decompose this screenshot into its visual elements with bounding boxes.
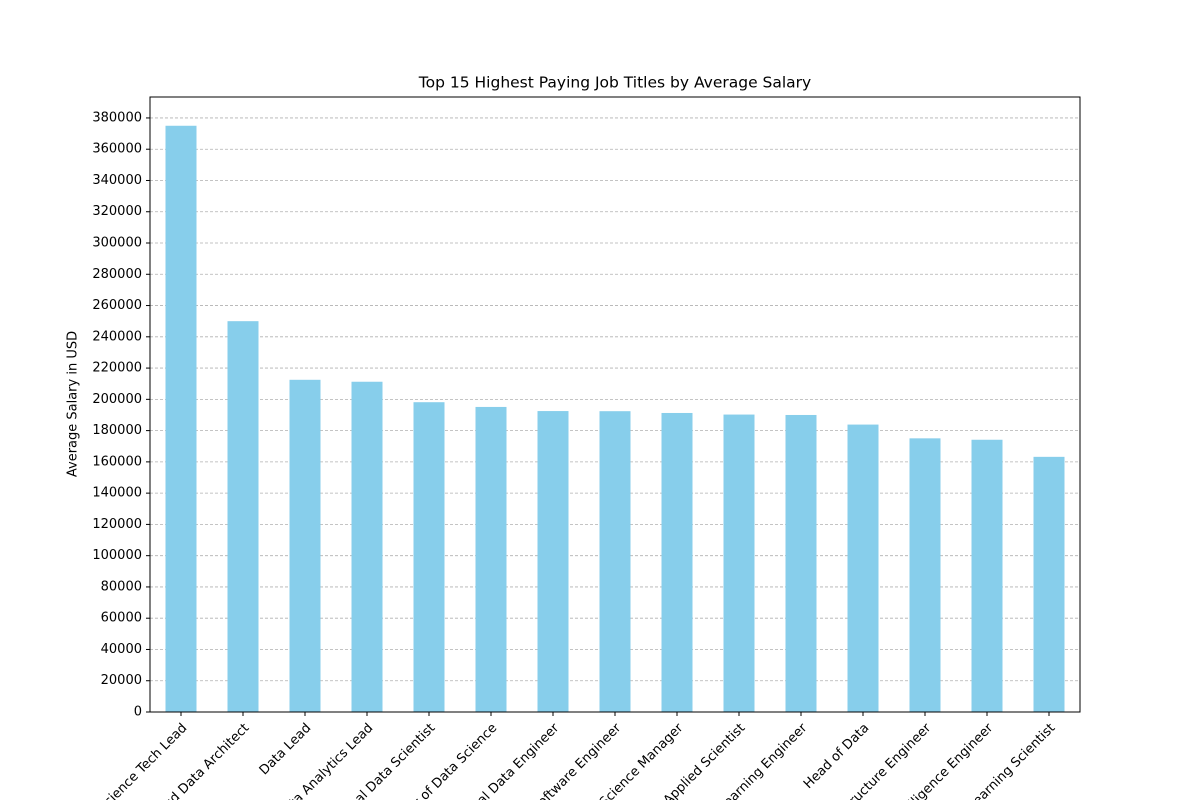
y-tick-label: 300000	[92, 236, 142, 251]
y-tick-label: 20000	[101, 673, 142, 688]
bar	[971, 439, 1003, 712]
y-tick-label: 40000	[101, 642, 142, 657]
y-tick-label: 120000	[92, 517, 142, 532]
y-tick-label: 80000	[101, 579, 142, 594]
y-tick-label: 160000	[92, 454, 142, 469]
y-tick-label: 100000	[92, 548, 142, 563]
y-tick-label: 260000	[92, 298, 142, 313]
y-tick-label: 380000	[92, 110, 142, 125]
x-tick-label: Machine Learning Software Engineer	[445, 720, 625, 800]
y-tick-label: 0	[134, 705, 142, 720]
bar	[599, 411, 631, 712]
bar	[661, 412, 693, 712]
bar	[475, 406, 507, 712]
y-tick-label: 60000	[101, 611, 142, 626]
bar	[165, 125, 197, 712]
y-tick-label: 240000	[92, 329, 142, 344]
y-tick-label: 200000	[92, 392, 142, 407]
y-tick-label: 220000	[92, 361, 142, 376]
bar	[909, 438, 941, 712]
bar	[351, 381, 383, 712]
y-tick-label: 280000	[92, 267, 142, 282]
bar	[723, 414, 755, 712]
bar	[847, 424, 879, 712]
x-tick-label: Cloud Data Architect	[146, 721, 252, 800]
bar	[785, 414, 817, 712]
y-tick-label: 180000	[92, 423, 142, 438]
y-axis-label: Average Salary in USD	[66, 331, 81, 477]
bar	[413, 402, 445, 712]
chart-title: Top 15 Highest Paying Job Titles by Aver…	[418, 74, 811, 92]
bar	[537, 411, 569, 712]
y-tick-label: 140000	[92, 486, 142, 501]
x-tick-label: Data Lead	[257, 721, 315, 779]
x-tick-label: Principal Machine Learning Engineer	[632, 720, 810, 800]
x-tick-label: Data Science Tech Lead	[71, 721, 191, 800]
y-tick-label: 320000	[92, 204, 142, 219]
bar	[227, 321, 259, 712]
bar	[289, 379, 321, 712]
plot-frame	[149, 96, 1081, 713]
y-tick-label: 360000	[92, 142, 142, 157]
bar	[1033, 456, 1065, 712]
x-tick-label: Head of Data	[801, 721, 872, 792]
y-tick-label: 340000	[92, 173, 142, 188]
